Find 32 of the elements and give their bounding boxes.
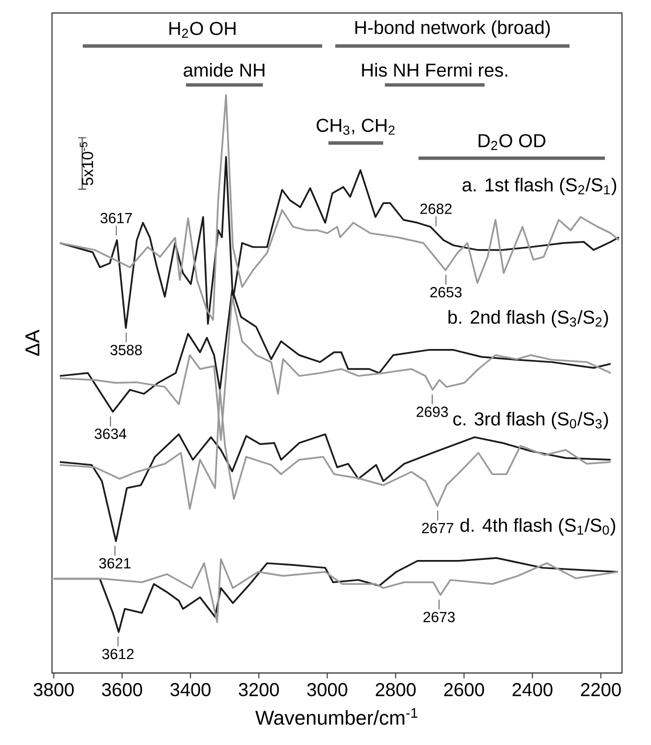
annotation: CH$_{3}$, CH$_{2}$ bbox=[316, 118, 395, 135]
annotation: 3612 bbox=[102, 648, 134, 660]
text: H$_{2}$O OH bbox=[169, 22, 236, 38]
x-tick-label: 3800 bbox=[34, 683, 74, 696]
text: amide NH bbox=[184, 63, 264, 77]
annotation: 3634 bbox=[94, 428, 126, 440]
series-label: d. 4th flash (S$_{1}$/S$_{0}$) bbox=[460, 518, 616, 536]
x-tick-label: 2600 bbox=[444, 683, 484, 696]
series-label: b. 2nd flash (S$_{3}$/S$_{2}$) bbox=[448, 310, 608, 328]
annotation: 2677 bbox=[422, 522, 454, 534]
annotation: 3621 bbox=[99, 558, 130, 568]
annotation: 2693 bbox=[416, 406, 448, 418]
x-tick-label: 3000 bbox=[307, 683, 348, 696]
annotation: 3588 bbox=[110, 344, 142, 356]
series-label: c. 3rd flash (S$_{0}$/S$_{3}$) bbox=[453, 412, 608, 430]
annotation: 5x10$^{-5}$ bbox=[80, 142, 94, 186]
y-axis-title: ΔA bbox=[26, 330, 40, 356]
annotation: 2653 bbox=[430, 287, 462, 298]
annotation: 2682 bbox=[420, 204, 452, 214]
x-tick-label: 2200 bbox=[580, 683, 621, 696]
text: H-bond network (broad) bbox=[355, 20, 550, 38]
x-tick-label: 3400 bbox=[170, 683, 211, 696]
x-tick-label: 2800 bbox=[376, 683, 416, 696]
x-axis-title: Wavenumber/cm$^{-1}$ bbox=[255, 708, 418, 725]
annotation: D$_{2}$O OD bbox=[478, 134, 546, 150]
text: His NH Fermi res. bbox=[362, 63, 508, 77]
annotation: 2673 bbox=[423, 612, 455, 622]
text: a. 1st flash (S$_{2}$/S$_{1}$) bbox=[462, 178, 616, 196]
x-tick-label: 3200 bbox=[238, 683, 279, 696]
x-tick-label: 3600 bbox=[102, 683, 142, 696]
annotation: 3617 bbox=[100, 212, 132, 224]
x-tick-label: 2400 bbox=[512, 683, 552, 696]
